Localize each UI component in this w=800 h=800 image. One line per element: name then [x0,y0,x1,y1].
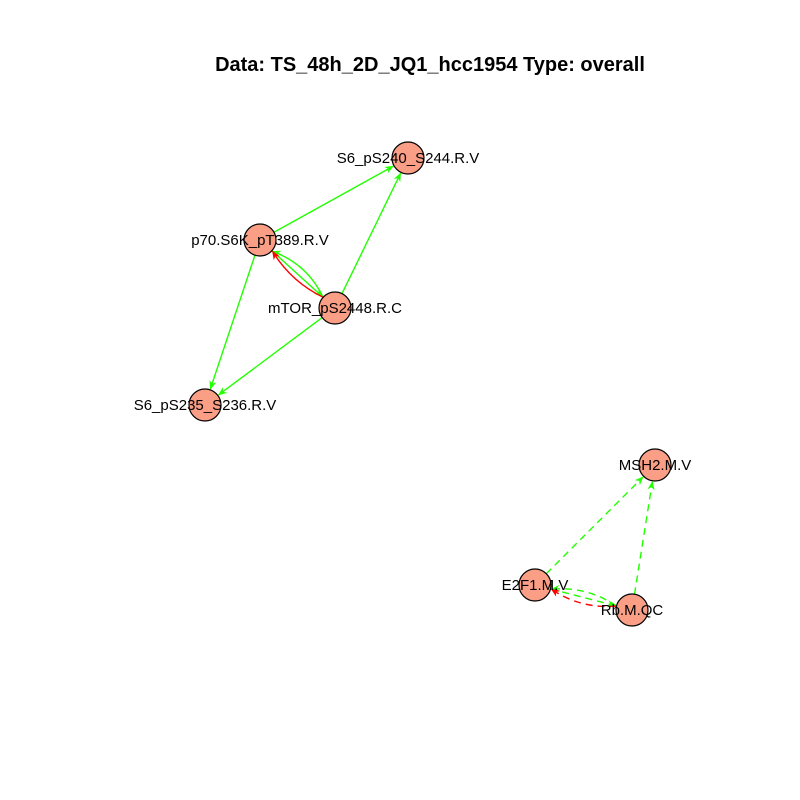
node-circle-p70[interactable] [243,223,277,257]
node-label-e2f1: E2F1.M.V [502,577,569,594]
edge-rb-to-e2f1-inhibition [550,588,617,608]
edge-mtor-to-s6_240-activation [341,172,402,294]
node-label-rb: Rb.M.QC [601,602,664,619]
node-s6_235[interactable]: S6_pS235_S236.R.V [134,388,277,422]
node-msh2[interactable]: MSH2.M.V [619,448,692,482]
diagram-title: Data: TS_48h_2D_JQ1_hcc1954 Type: overal… [215,54,645,76]
node-circle-mtor[interactable] [318,291,352,325]
node-label-s6_235: S6_pS235_S236.R.V [134,397,277,414]
node-label-s6_240: S6_pS240_S244.R.V [337,150,480,167]
node-label-p70: p70.S6K_pT389.R.V [191,232,329,249]
edge-e2f1-to-msh2-activation [545,476,644,575]
edge-mtor-to-s6_235-activation [217,317,323,396]
node-label-msh2: MSH2.M.V [619,457,692,474]
edge-rb-to-msh2-activation [633,480,655,595]
node-label-mtor: mTOR_pS2448.R.C [268,300,402,317]
node-s6_240[interactable]: S6_pS240_S244.R.V [337,141,480,175]
edge-p70-to-mtor-activation [271,250,324,298]
node-circle-rb[interactable] [615,593,649,627]
edge-p70-to-s6_240-activation [273,165,394,233]
node-layer: S6_pS240_S244.R.V p70.S6K_pT389.R.V mTOR_p… [134,141,692,627]
node-circle-e2f1[interactable] [518,568,552,602]
node-p70[interactable]: p70.S6K_pT389.R.V [191,223,329,257]
edge-p70-to-s6_235-activation [209,254,256,390]
node-circle-s6_240[interactable] [391,141,425,175]
node-circle-s6_235[interactable] [188,388,222,422]
edge-mtor-to-p70-inhibition [271,250,324,298]
node-e2f1[interactable]: E2F1.M.V [502,568,569,602]
node-rb[interactable]: Rb.M.QC [601,593,664,627]
node-mtor[interactable]: mTOR_pS2448.R.C [268,291,402,325]
edge-layer [209,165,655,608]
node-circle-msh2[interactable] [638,448,672,482]
